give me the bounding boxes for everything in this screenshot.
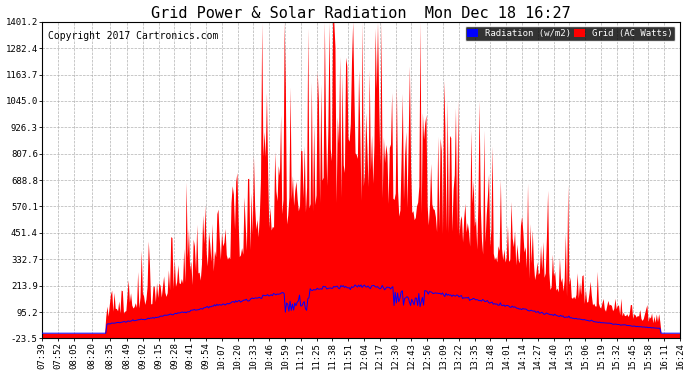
- Title: Grid Power & Solar Radiation  Mon Dec 18 16:27: Grid Power & Solar Radiation Mon Dec 18 …: [151, 6, 571, 21]
- Legend: Radiation (w/m2), Grid (AC Watts): Radiation (w/m2), Grid (AC Watts): [464, 26, 676, 40]
- Text: Copyright 2017 Cartronics.com: Copyright 2017 Cartronics.com: [48, 31, 219, 41]
